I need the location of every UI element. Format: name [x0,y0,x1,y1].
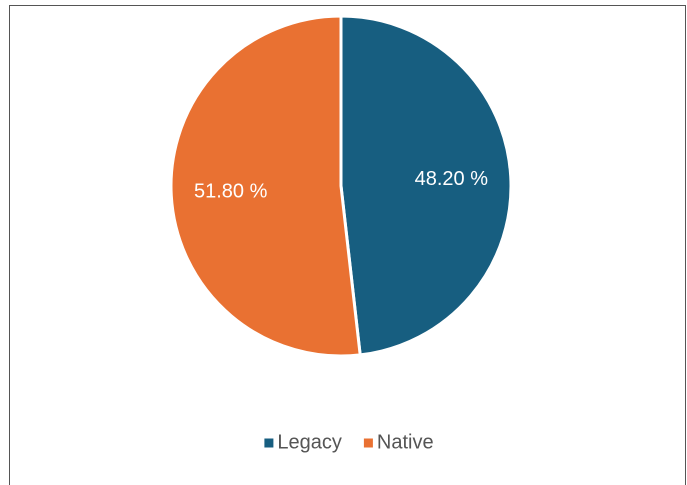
data-label: 51.80 % [194,181,268,203]
legend: Legacy Native [264,431,434,453]
pie-slice [339,14,513,357]
pie: 48.20 % 51.80 % [169,14,513,358]
legend-label: Native [377,431,434,453]
pie-slice [169,14,362,358]
legend-swatch [264,438,274,448]
legend-label: Legacy [277,431,342,453]
data-label: 48.20 % [415,168,489,190]
legend-swatch [363,438,373,448]
